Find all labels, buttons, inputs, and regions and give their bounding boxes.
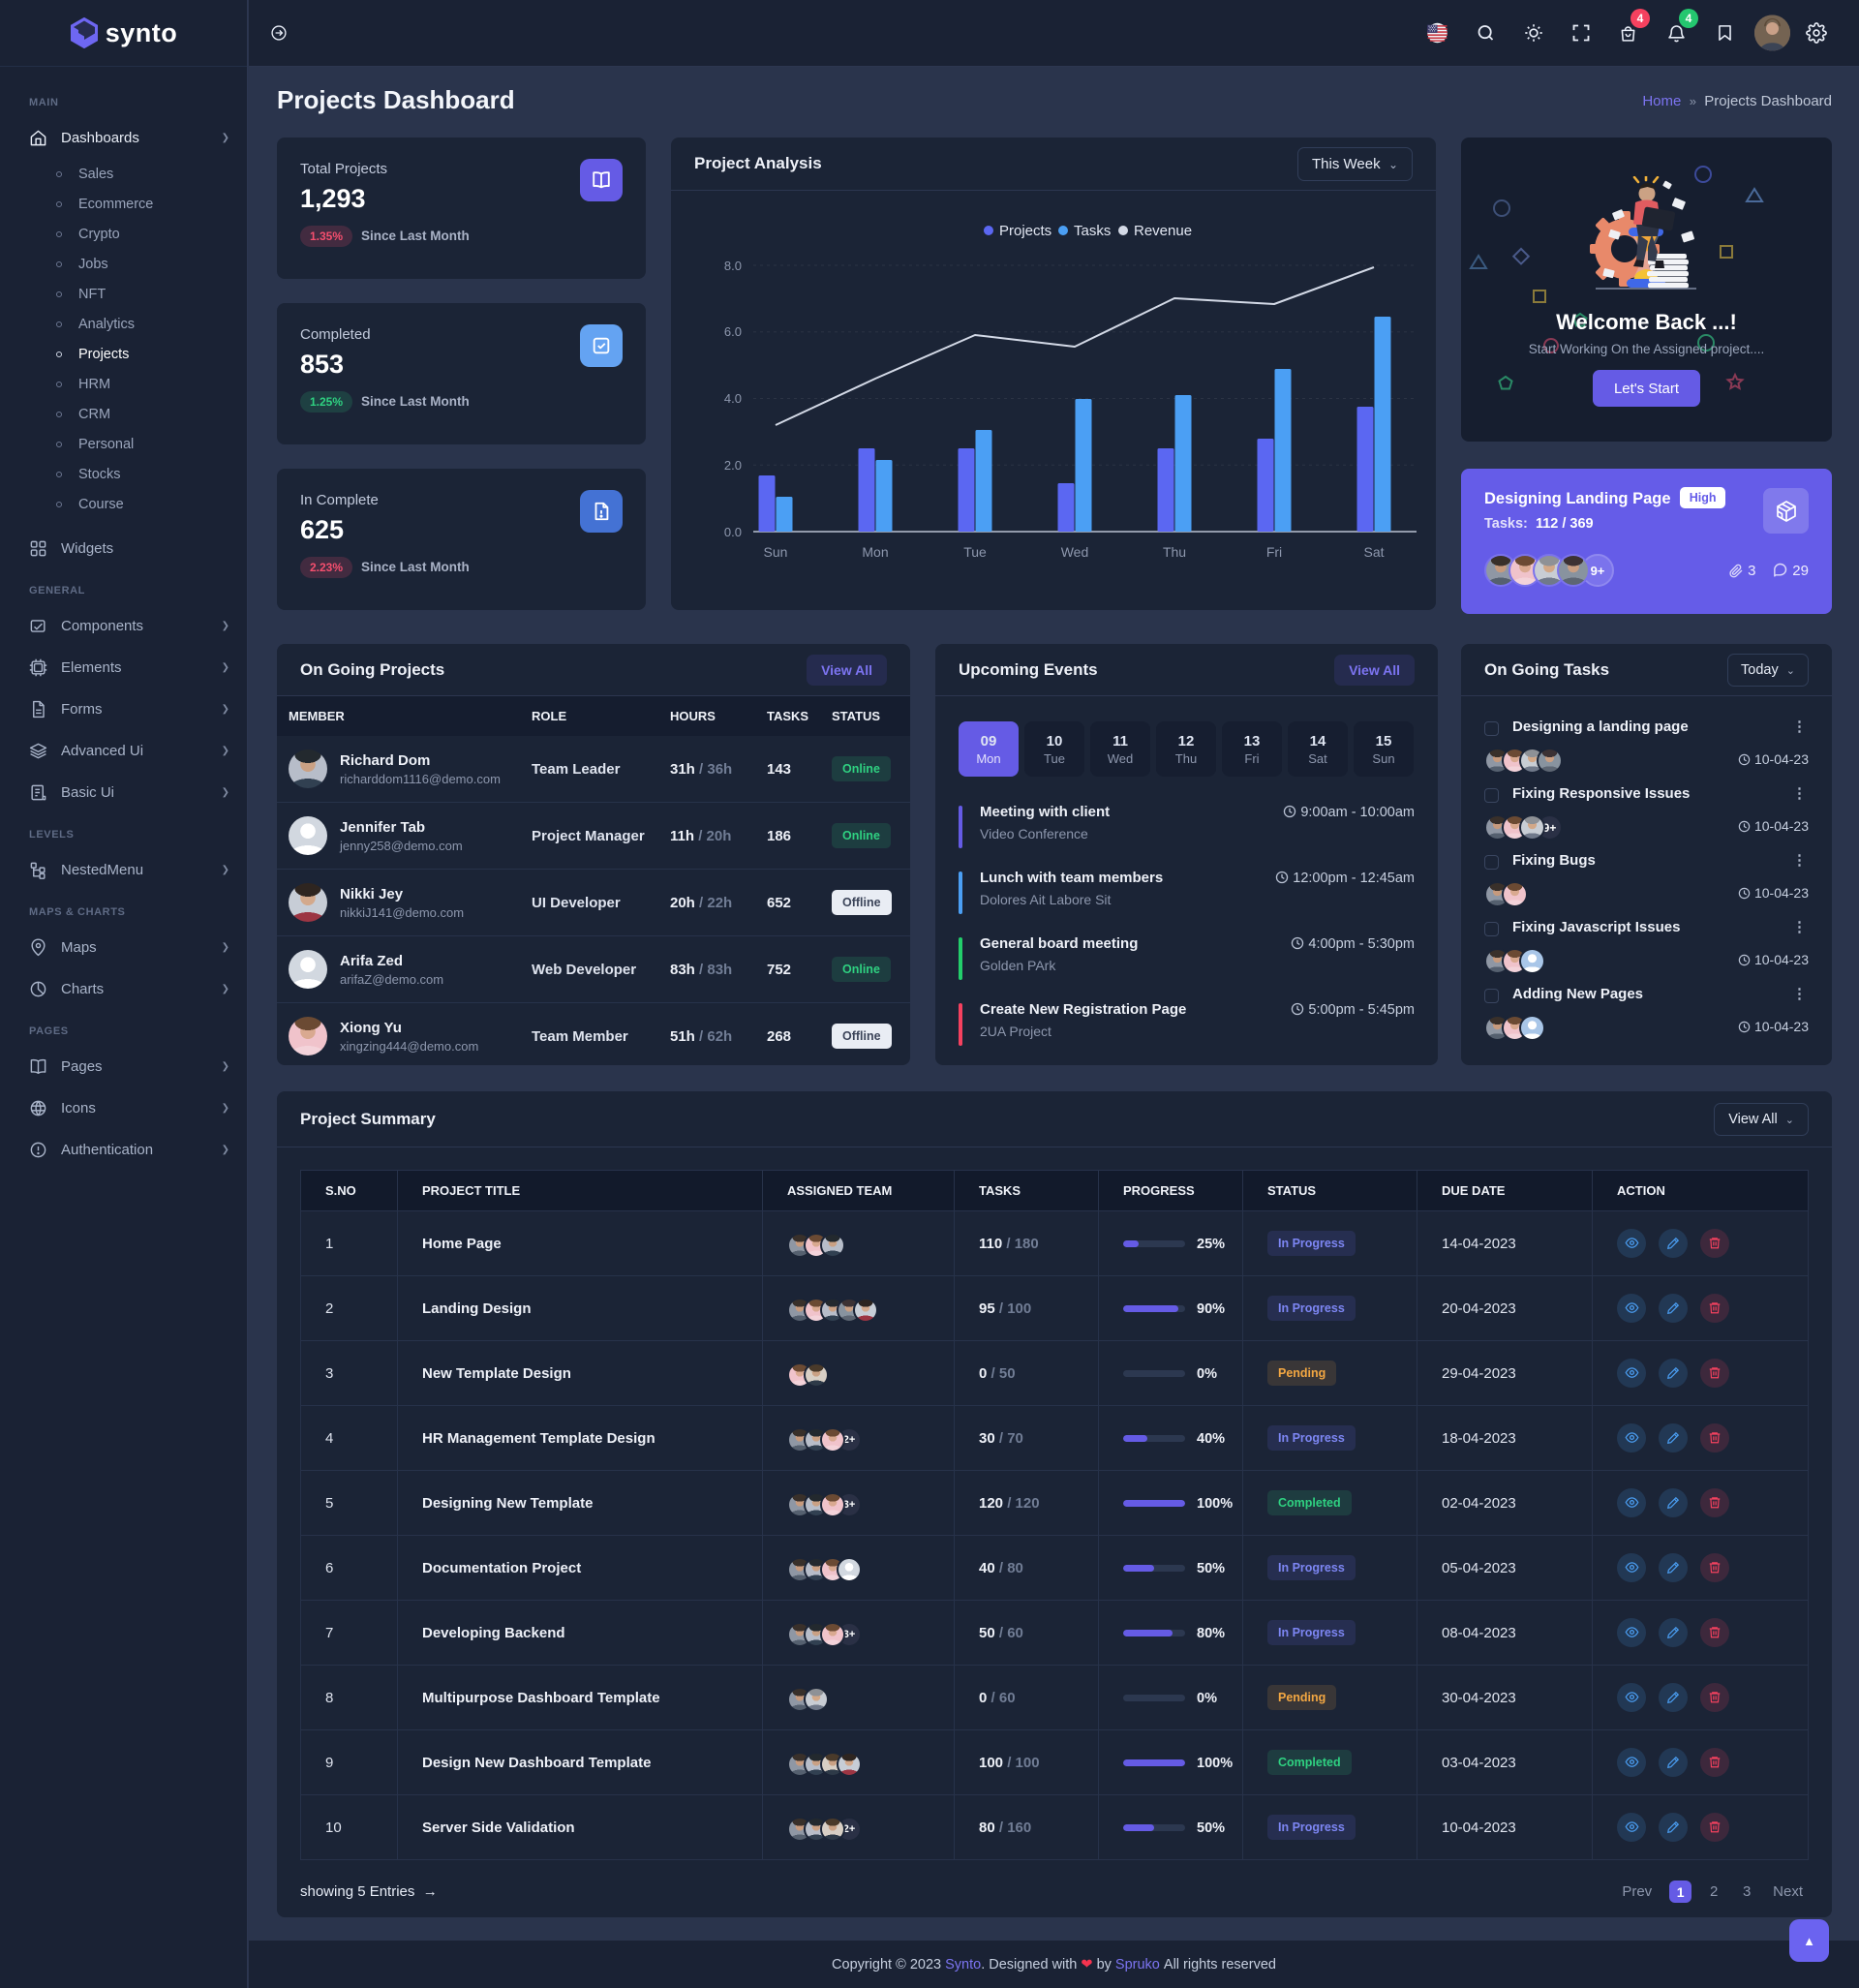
- svg-text:0.0: 0.0: [724, 525, 742, 539]
- svg-text:4.0: 4.0: [724, 391, 742, 406]
- svg-text:Thu: Thu: [1163, 544, 1186, 560]
- svg-text:Tue: Tue: [963, 544, 987, 560]
- svg-text:8.0: 8.0: [724, 259, 742, 273]
- svg-text:Fri: Fri: [1266, 544, 1282, 560]
- svg-text:Mon: Mon: [862, 544, 888, 560]
- svg-text:Tasks: Tasks: [1074, 223, 1111, 239]
- svg-text:Wed: Wed: [1061, 544, 1089, 560]
- svg-text:2.0: 2.0: [724, 458, 742, 473]
- svg-text:Sun: Sun: [764, 544, 788, 560]
- svg-text:6.0: 6.0: [724, 324, 742, 339]
- svg-text:Sat: Sat: [1363, 544, 1384, 560]
- svg-text:Revenue: Revenue: [1134, 223, 1192, 239]
- svg-text:Projects: Projects: [999, 223, 1051, 239]
